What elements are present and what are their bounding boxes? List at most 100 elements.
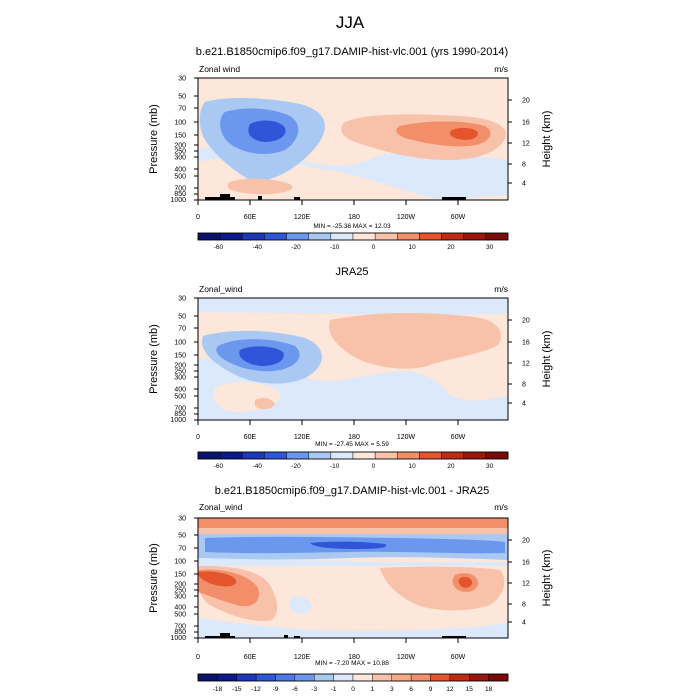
colorbar-swatch <box>264 451 287 460</box>
y-tick-label: 300 <box>174 594 186 601</box>
y-axis-right-title: Height (km) <box>541 331 553 388</box>
min-max-label: MIN = -25.36 MAX = 12.03 <box>313 223 391 230</box>
colorbar-swatch <box>374 232 398 241</box>
x-tick-label: 0 <box>196 654 200 661</box>
topography-5 <box>442 636 466 638</box>
y-tick-label: 700 <box>174 186 186 193</box>
y-tick-label: 200 <box>174 143 186 150</box>
height-tick-label: 12 <box>522 581 530 588</box>
x-tick-label: 120W <box>397 654 416 661</box>
x-tick-label: 120E <box>294 434 311 441</box>
colorbar-tick-label: -10 <box>330 244 340 251</box>
height-tick-label: 8 <box>522 602 526 609</box>
colorbar-swatch <box>441 451 464 460</box>
topography-2 <box>220 194 230 200</box>
colorbar-swatch <box>352 451 376 460</box>
height-tick-label: 12 <box>522 141 530 148</box>
x-tick-label: 60E <box>244 214 257 221</box>
plot-frame <box>197 77 509 201</box>
colorbar-swatch <box>294 673 315 682</box>
height-tick-label: 12 <box>522 361 530 368</box>
contour-negative-lower <box>198 618 508 638</box>
colorbar-swatch <box>219 451 243 460</box>
colorbar-tick-label: 20 <box>447 244 455 251</box>
colorbar-swatch <box>236 673 257 682</box>
height-tick-label: 20 <box>522 98 530 105</box>
y-tick-label: 200 <box>174 582 186 589</box>
colorbar-swatch <box>374 451 398 460</box>
colorbar-swatch <box>242 232 265 241</box>
panel-title: b.e21.B1850cmip6.f09_g17.DAMIP-hist-vlc.… <box>215 485 490 497</box>
colorbar-swatch <box>419 232 442 241</box>
colorbar <box>197 673 509 682</box>
colorbar-tick-label: -60 <box>214 244 224 251</box>
units-label: m/s <box>494 64 508 74</box>
colorbar-swatch <box>286 451 309 460</box>
colorbar-swatch <box>219 232 243 241</box>
colorbar-labels: -60 -40 -20 -10 0 10 20 30 <box>214 463 494 470</box>
colorbar-swatch <box>485 232 509 241</box>
colorbar-swatch <box>372 673 392 682</box>
x-axis: 0 60E 120E 180 120W 60W <box>196 200 466 221</box>
colorbar-swatch <box>449 673 470 682</box>
x-tick-label: 0 <box>196 434 200 441</box>
x-tick-label: 60E <box>244 434 257 441</box>
y-axis-right: 20 16 12 8 4 <box>508 538 530 627</box>
y-axis-right: 20 16 12 8 4 <box>508 98 530 188</box>
colorbar-swatch <box>463 232 487 241</box>
contour-negative-jet-core <box>239 346 284 366</box>
colorbar-swatch <box>330 232 354 241</box>
y-tick-label: 50 <box>178 94 186 101</box>
contour-field <box>198 78 508 200</box>
colorbar-swatch <box>419 451 442 460</box>
colorbar-swatch <box>314 673 334 682</box>
field-label: Zonal wind <box>199 64 240 74</box>
height-tick-label: 4 <box>522 620 526 627</box>
height-tick-label: 8 <box>522 162 526 169</box>
y-tick-label: 200 <box>174 363 186 370</box>
colorbar-tick-label: -12 <box>251 686 261 693</box>
field-label: Zonal_wind <box>199 502 243 512</box>
panel-difference: b.e21.B1850cmip6.f09_g17.DAMIP-hist-vlc.… <box>148 485 553 693</box>
contour-negative-jet-core <box>248 120 286 142</box>
y-tick-label: 1000 <box>170 417 186 424</box>
colorbar-swatch <box>308 451 332 460</box>
x-tick-label: 60W <box>451 434 466 441</box>
y-tick-label: 500 <box>174 174 186 181</box>
y-tick-label: 100 <box>174 340 186 347</box>
x-tick-label: 120E <box>294 654 311 661</box>
topography-2 <box>220 633 230 638</box>
topography-4 <box>294 197 300 200</box>
y-tick-label: 250 <box>174 369 186 376</box>
y-tick-label: 70 <box>178 326 186 333</box>
colorbar-labels: -60 -40 -20 -10 0 10 20 30 <box>214 244 494 251</box>
colorbar-tick-label: -15 <box>232 686 242 693</box>
plot-frame <box>197 517 509 639</box>
colorbar-tick-label: -40 <box>253 463 263 470</box>
colorbar-swatch <box>197 451 221 460</box>
contour-negative-lower-patch <box>288 596 312 614</box>
colorbar-swatch <box>410 673 431 682</box>
y-tick-label: 850 <box>174 411 186 418</box>
y-axis-left: 30 50 70 100 150 200 250 300 400 500 700… <box>170 516 198 642</box>
colorbar-swatch <box>441 232 464 241</box>
colorbar-swatch <box>217 673 237 682</box>
y-tick-label: 700 <box>174 624 186 631</box>
topography-3 <box>284 635 288 638</box>
x-axis: 0 60E 120E 180 120W 60W <box>196 420 466 441</box>
colorbar-tick-label: 6 <box>409 686 413 693</box>
contour-positive-small <box>255 397 275 410</box>
x-tick-label: 0 <box>196 214 200 221</box>
colorbar-swatch <box>286 232 309 241</box>
colorbar-swatch <box>264 232 287 241</box>
y-tick-label: 30 <box>178 76 186 83</box>
colorbar-swatch <box>391 673 412 682</box>
contour-positive-jet-mid <box>396 121 491 147</box>
colorbar-tick-label: 12 <box>446 686 454 693</box>
y-tick-label: 250 <box>174 149 186 156</box>
x-tick-label: 180 <box>348 214 360 221</box>
colorbar-tick-label: 0 <box>372 244 376 251</box>
height-tick-label: 16 <box>522 120 530 127</box>
colorbar-swatch <box>397 451 420 460</box>
colorbar-tick-label: -3 <box>311 686 317 693</box>
